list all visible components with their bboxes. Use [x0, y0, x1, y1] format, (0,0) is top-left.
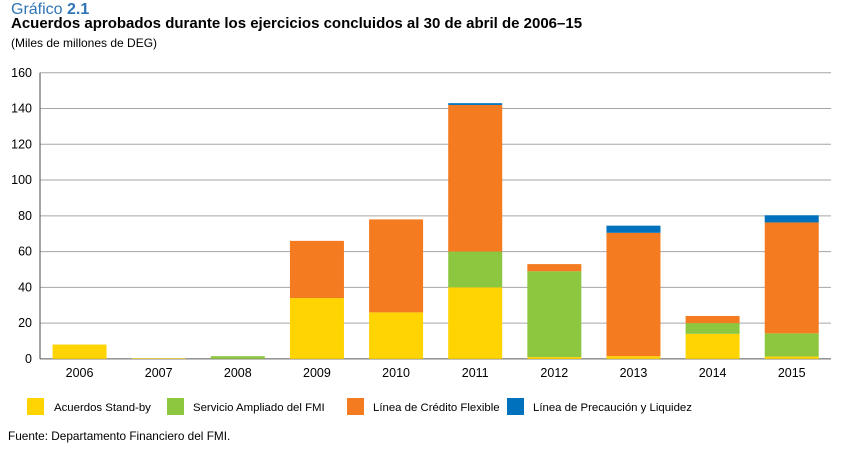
svg-text:2011: 2011 — [462, 366, 489, 380]
svg-text:2014: 2014 — [699, 366, 727, 380]
svg-text:2013: 2013 — [620, 366, 648, 380]
svg-text:100: 100 — [11, 173, 32, 187]
svg-text:2007: 2007 — [145, 366, 173, 380]
svg-text:40: 40 — [18, 280, 32, 294]
svg-text:2012: 2012 — [540, 366, 568, 380]
svg-text:Línea de Precaución y Liquidez: Línea de Precaución y Liquidez — [533, 402, 692, 414]
svg-text:2010: 2010 — [382, 366, 410, 380]
svg-text:2006: 2006 — [66, 366, 94, 380]
svg-text:0: 0 — [25, 352, 32, 366]
svg-text:20: 20 — [18, 316, 32, 330]
svg-text:80: 80 — [18, 209, 32, 223]
svg-text:160: 160 — [11, 66, 32, 80]
svg-text:Línea de Crédito Flexible: Línea de Crédito Flexible — [373, 402, 500, 414]
svg-text:Acuerdos Stand-by: Acuerdos Stand-by — [54, 402, 151, 414]
svg-text:Servicio Ampliado del FMI: Servicio Ampliado del FMI — [193, 402, 325, 414]
svg-text:2009: 2009 — [303, 366, 331, 380]
svg-text:140: 140 — [11, 102, 32, 116]
svg-text:2008: 2008 — [224, 366, 252, 380]
svg-text:120: 120 — [11, 137, 32, 151]
svg-text:60: 60 — [18, 245, 32, 259]
svg-text:2015: 2015 — [778, 366, 806, 380]
